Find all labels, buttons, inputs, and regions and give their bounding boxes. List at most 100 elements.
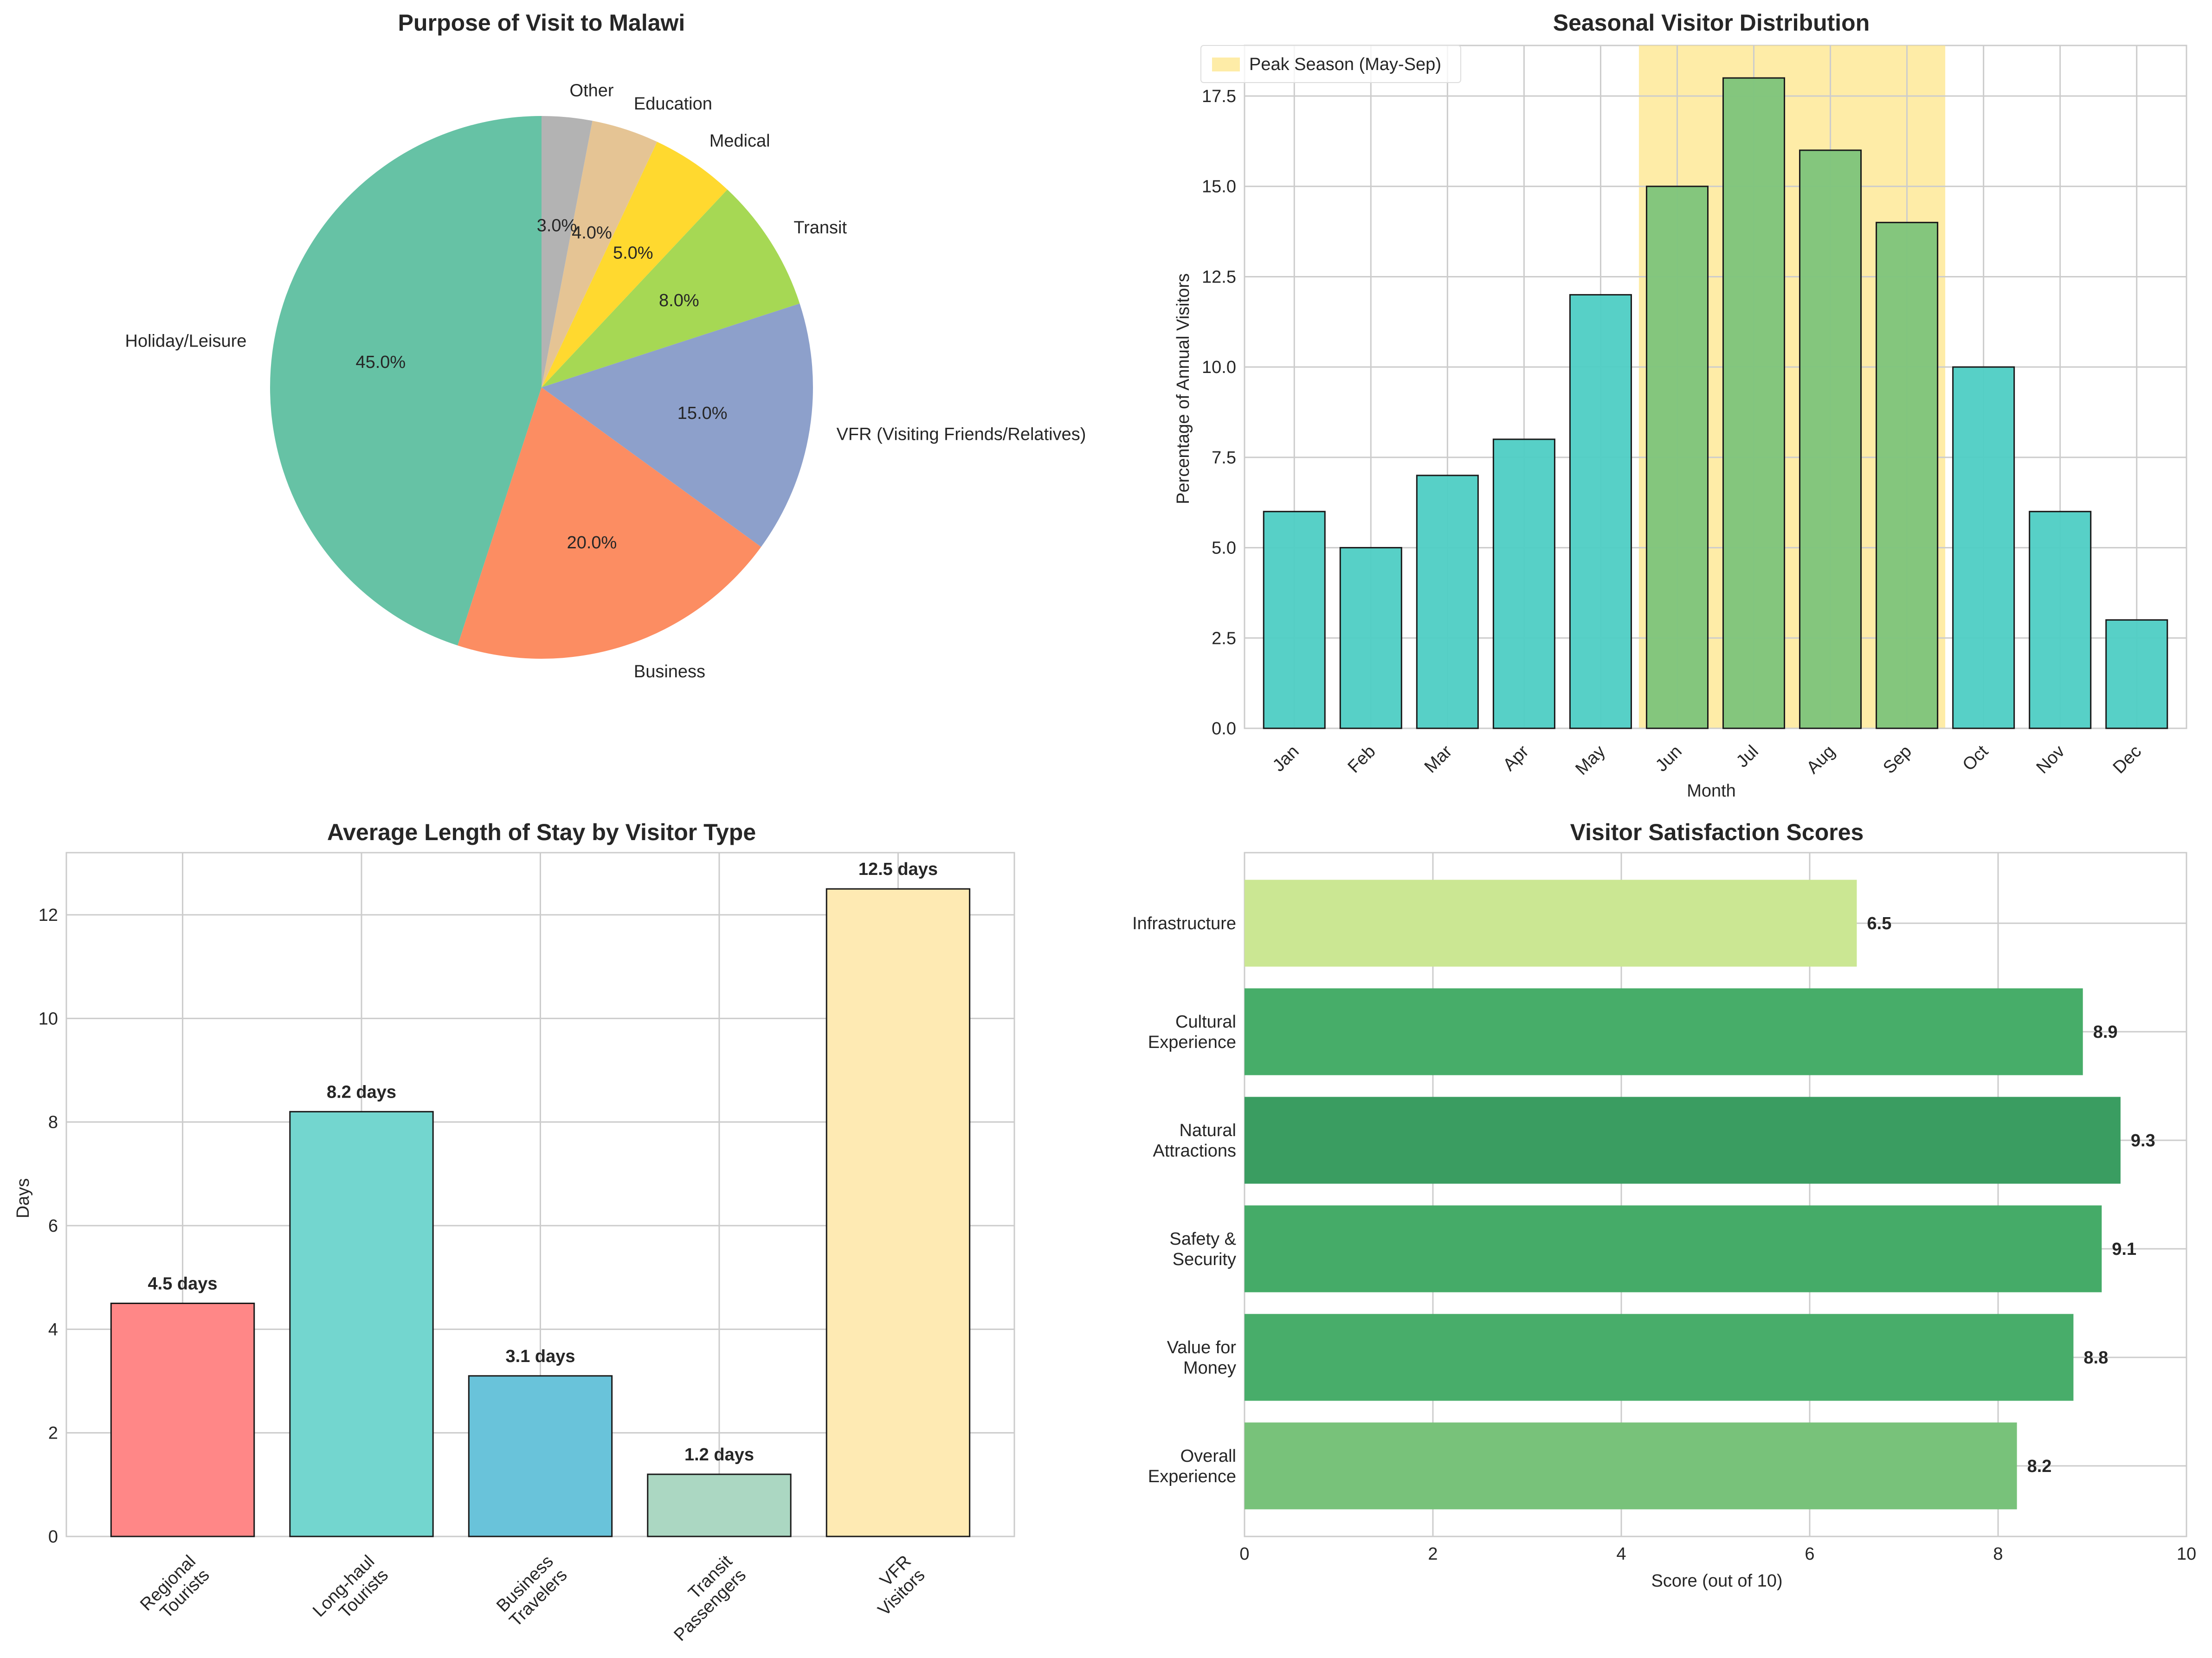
stay-y-tick-label: 10 [39,1009,58,1028]
stay-bar-regional-tourists [110,1303,255,1537]
seasonal-y-tick-label: 15.0 [1202,177,1236,197]
stay-y-tick-label: 6 [48,1216,58,1236]
satisfaction-value-label-cultural-experience: 8.9 [2093,1022,2118,1042]
pie-pct-medical: 5.0% [613,244,653,263]
legend-swatch-peak-season [1212,58,1240,71]
pie-slice-education [542,121,658,388]
pie-pct-business: 20.0% [567,533,617,553]
pie-slice-business [458,387,761,659]
stay-y-axis-label: Days [13,1178,33,1219]
satisfaction-x-axis-label: Score (out of 10) [1651,1571,1782,1591]
pie-slice-holiday-leisure [270,116,542,646]
satisfaction-value-label-safety-security: 9.1 [2112,1240,2136,1259]
satisfaction-bar-safety-security [1245,1205,2102,1292]
pie-pct-other: 3.0% [537,216,577,236]
satisfaction-x-tick-label: 0 [1239,1544,1249,1564]
pie-label-medical: Medical [709,131,770,151]
stay-value-label-business-travelers: 3.1 days [506,1347,575,1366]
stay-y-tick-label: 4 [48,1320,58,1339]
satisfaction-x-tick-label: 6 [1805,1544,1814,1564]
pie-label-other: Other [570,81,614,100]
legend-label-peak-season: Peak Season (May-Sep) [1249,55,1441,74]
seasonal-x-axis-label: Month [1687,781,1736,801]
satisfaction-y-tick-label-cultural-experience-line-2: Experience [1148,1033,1236,1052]
length-of-stay-bar-chart: Average Length of Stay by Visitor Type D… [13,819,1015,1645]
seasonal-bar-dec [2105,619,2168,729]
pie-label-business: Business [634,662,705,681]
seasonal-bar-jul [1722,77,1786,729]
pie-label-vfr-visiting-friends-relatives: VFR (Visiting Friends/Relatives) [837,425,1086,444]
seasonal-chart-title: Seasonal Visitor Distribution [1553,10,1870,36]
pie-pct-education: 4.0% [572,223,612,243]
stay-bar-vfr-visitors [825,888,971,1537]
pie-slice-vfr-visiting-friends-relatives [542,303,813,547]
stay-y-tick-label: 8 [48,1113,58,1132]
satisfaction-y-tick-label-value-for-money-line-2: Money [1183,1358,1236,1378]
stay-bar-transit-passengers [647,1473,792,1537]
seasonal-bar-sep [1876,222,1939,729]
pie-label-transit: Transit [793,218,847,238]
stay-bar-long-haul-tourists [289,1111,434,1537]
satisfaction-x-tick-label: 2 [1428,1544,1438,1564]
seasonal-bar-nov [2029,511,2092,729]
satisfaction-x-tick-label: 8 [1993,1544,2003,1564]
seasonal-y-tick-label: 10.0 [1202,358,1236,377]
pie-chart-title: Purpose of Visit to Malawi [398,10,685,36]
satisfaction-value-label-natural-attractions: 9.3 [2131,1131,2155,1150]
seasonal-bar-oct [1952,366,2015,729]
seasonal-legend: Peak Season (May-Sep) [1200,45,1461,83]
satisfaction-bar-overall-experience [1245,1422,2017,1510]
stay-value-label-long-haul-tourists: 8.2 days [327,1082,396,1102]
stay-bar-business-travelers [468,1375,613,1537]
satisfaction-y-tick-label-natural-attractions-line-2: Attractions [1153,1141,1236,1161]
stay-y-tick-label: 0 [48,1527,58,1547]
seasonal-y-axis-label: Percentage of Annual Visitors [1174,273,1193,504]
seasonal-y-tick-label: 0.0 [1212,719,1236,739]
pie-label-holiday-leisure: Holiday/Leisure [125,331,247,351]
pie-pct-holiday-leisure: 45.0% [355,353,406,372]
seasonal-y-tick-label: 2.5 [1212,629,1236,648]
seasonal-bar-jan [1263,511,1326,729]
seasonal-bar-mar [1416,475,1479,729]
satisfaction-value-label-value-for-money: 8.8 [2083,1348,2108,1368]
satisfaction-y-tick-label-infrastructure: Infrastructure [1132,914,1236,933]
pie-slice-transit [542,189,800,387]
satisfaction-x-tick-label: 10 [2177,1544,2196,1564]
stay-chart-title: Average Length of Stay by Visitor Type [327,819,756,845]
satisfaction-scores-bar-chart: Visitor Satisfaction Scores Score (out o… [1132,819,2196,1591]
seasonal-bar-aug [1799,149,1862,729]
satisfaction-x-tick-label: 4 [1616,1544,1626,1564]
seasonal-y-tick-label: 5.0 [1212,539,1236,558]
satisfaction-y-tick-label-natural-attractions-line-1: Natural [1180,1121,1237,1140]
satisfaction-y-tick-label-safety-security-line-2: Security [1173,1250,1236,1269]
seasonal-bar-apr [1492,438,1555,729]
seasonal-y-tick-label: 7.5 [1212,448,1236,468]
seasonal-y-tick-label: 12.5 [1202,267,1236,287]
stay-value-label-regional-tourists: 4.5 days [148,1274,218,1294]
satisfaction-y-tick-label-safety-security-line-1: Safety & [1169,1229,1236,1249]
satisfaction-value-label-infrastructure: 6.5 [1867,914,1892,933]
seasonal-y-tick-label: 17.5 [1202,87,1236,106]
pie-slice-medical [542,141,728,388]
pie-label-education: Education [634,94,712,114]
satisfaction-y-tick-label-safety-security: Safety &Security [1169,1229,1236,1269]
pie-slice-other [542,116,593,387]
satisfaction-y-tick-label-infrastructure-line-1: Infrastructure [1132,914,1236,933]
pie-pct-transit: 8.0% [659,291,699,310]
satisfaction-bar-value-for-money [1245,1314,2074,1401]
satisfaction-chart-title: Visitor Satisfaction Scores [1570,819,1864,845]
satisfaction-bar-natural-attractions [1245,1097,2121,1184]
stay-y-tick-label: 2 [48,1424,58,1443]
satisfaction-y-tick-label-value-for-money-line-1: Value for [1167,1338,1237,1357]
satisfaction-y-tick-label-overall-experience-line-1: Overall [1180,1446,1236,1466]
satisfaction-bar-cultural-experience [1245,988,2083,1075]
satisfaction-y-tick-label-cultural-experience-line-1: Cultural [1175,1012,1236,1032]
satisfaction-y-tick-label-overall-experience-line-2: Experience [1148,1467,1236,1486]
seasonal-bar-feb [1339,547,1402,729]
seasonal-bar-jun [1645,186,1709,729]
